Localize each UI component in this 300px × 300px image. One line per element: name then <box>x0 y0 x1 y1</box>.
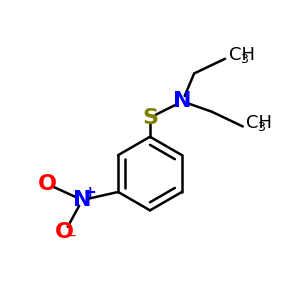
Text: N: N <box>73 190 92 210</box>
Text: CH: CH <box>246 114 272 132</box>
Text: CH: CH <box>229 46 255 64</box>
Text: 3: 3 <box>240 53 248 66</box>
Text: O: O <box>38 174 56 194</box>
Text: 3: 3 <box>257 121 265 134</box>
Text: O: O <box>55 222 74 242</box>
Text: +: + <box>83 185 96 200</box>
Text: S: S <box>142 108 158 127</box>
Text: N: N <box>173 92 192 111</box>
Text: ⁻: ⁻ <box>68 230 76 248</box>
